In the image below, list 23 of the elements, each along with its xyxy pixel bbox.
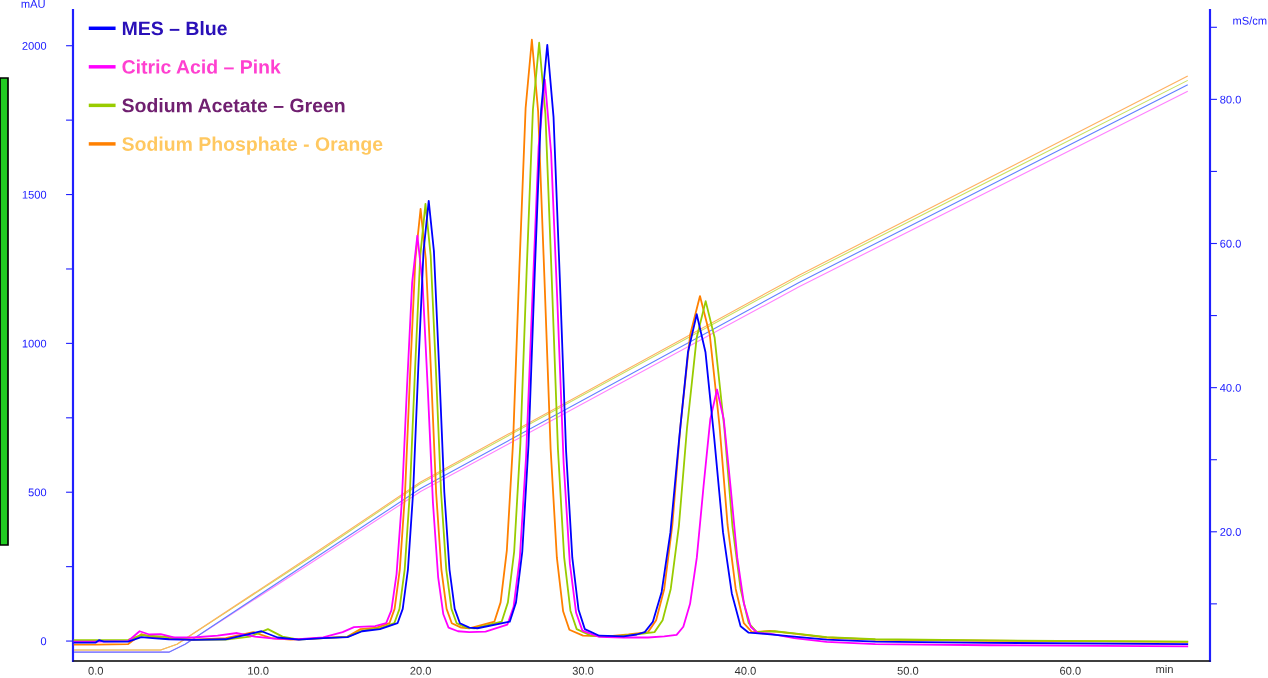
- x-tick-label: 50.0: [897, 666, 919, 675]
- x-tick-label: 30.0: [572, 666, 594, 675]
- y2-tick-label: 60.0: [1220, 239, 1241, 248]
- y-tick-label: 0: [40, 637, 47, 646]
- legend-label: MES – Blue: [122, 20, 227, 36]
- y-tick-label: 1000: [22, 339, 47, 348]
- x-tick-label: 40.0: [734, 666, 756, 675]
- y2-axis-title: mS/cm: [1233, 16, 1267, 25]
- y-tick-label: 500: [28, 488, 47, 497]
- x-tick-label: 10.0: [248, 666, 269, 675]
- y-tick-label: 2000: [22, 41, 47, 50]
- y2-tick-label: 40.0: [1219, 383, 1241, 392]
- legend-label: Sodium Acetate – Green: [122, 98, 345, 113]
- x-axis-title: min: [1156, 664, 1173, 673]
- y2-tick-label: 20.0: [1220, 528, 1241, 536]
- y-tick-label: 1500: [22, 190, 47, 199]
- x-tick-label: 60.0: [1060, 666, 1081, 675]
- legend-label: Sodium Phosphate - Orange: [122, 136, 383, 155]
- x-tick-label: 20.0: [410, 666, 431, 675]
- x-tick-label: 0.0: [88, 666, 104, 675]
- y-axis-title: mAU: [21, 0, 45, 8]
- legend-label: Citric Acid – Pink: [122, 59, 281, 74]
- y2-tick-label: 80.0: [1220, 95, 1241, 104]
